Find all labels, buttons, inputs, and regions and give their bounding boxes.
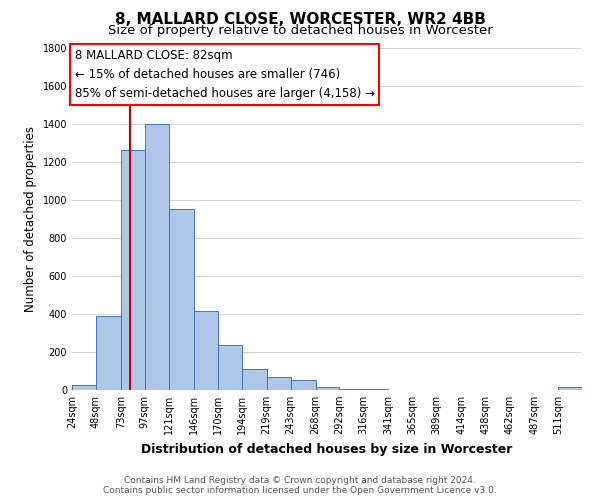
Bar <box>72 385 96 390</box>
X-axis label: Distribution of detached houses by size in Worcester: Distribution of detached houses by size … <box>142 442 512 456</box>
Text: Contains HM Land Registry data © Crown copyright and database right 2024.
Contai: Contains HM Land Registry data © Crown c… <box>103 476 497 495</box>
Bar <box>194 311 218 390</box>
Bar <box>558 387 582 390</box>
Text: 8, MALLARD CLOSE, WORCESTER, WR2 4BB: 8, MALLARD CLOSE, WORCESTER, WR2 4BB <box>115 12 485 28</box>
Y-axis label: Number of detached properties: Number of detached properties <box>24 126 37 312</box>
Bar <box>316 387 340 390</box>
Bar <box>96 316 121 390</box>
Bar <box>218 346 242 390</box>
Bar <box>145 124 169 390</box>
Bar <box>169 209 194 390</box>
Text: Size of property relative to detached houses in Worcester: Size of property relative to detached ho… <box>107 24 493 37</box>
Bar <box>364 389 388 390</box>
Text: 8 MALLARD CLOSE: 82sqm
← 15% of detached houses are smaller (746)
85% of semi-de: 8 MALLARD CLOSE: 82sqm ← 15% of detached… <box>74 49 374 100</box>
Bar <box>340 389 364 390</box>
Bar <box>266 376 290 390</box>
Bar <box>242 369 266 390</box>
Bar <box>290 380 316 390</box>
Bar <box>121 150 145 390</box>
